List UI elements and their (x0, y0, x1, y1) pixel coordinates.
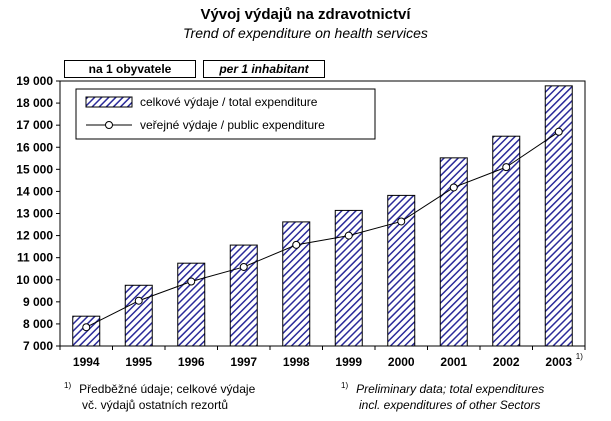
footnote-cz: 1) Předběžné údaje; celkové výdaje vč. vý… (64, 381, 324, 413)
chart-title: Vývoj výdajů na zdravotnictví (200, 6, 411, 23)
line-public-expenditure (86, 131, 560, 328)
x-tick-footnote: 1) (576, 352, 583, 361)
point-public-expenditure (239, 262, 248, 271)
legend-swatch-public-marker (105, 121, 113, 129)
y-tick-label: 15 000 (16, 162, 53, 176)
x-tick-label: 2001 (440, 355, 467, 369)
point-public-expenditure (134, 296, 143, 305)
x-tick-label: 1996 (178, 355, 205, 369)
x-tick-label: 1999 (335, 355, 362, 369)
footnote-cz-line1: Předběžné údaje; celkové výdaje (79, 382, 256, 396)
x-tick-label: 1998 (283, 355, 310, 369)
point-public-expenditure (449, 183, 458, 192)
point-public-expenditure (554, 127, 563, 136)
y-tick-label: 11 000 (17, 251, 53, 265)
y-tick-label: 16 000 (16, 140, 53, 154)
point-public-expenditure (502, 163, 511, 172)
legend-swatch-total (85, 96, 133, 108)
bar-total-expenditure (282, 221, 311, 347)
chart-subtitle: Trend of expenditure on health services (183, 25, 428, 41)
footnote-en-line2: incl. expenditures of other Sectors (359, 398, 541, 412)
unit-label-en: per 1 inhabitant (203, 60, 325, 78)
footnote-en-line1: Preliminary data; total expenditures (356, 382, 545, 396)
x-tick-label: 2000 (388, 355, 415, 369)
bar-total-expenditure (544, 85, 573, 347)
point-public-expenditure (292, 240, 301, 249)
x-tick-label: 2002 (493, 355, 520, 369)
footnote-cz-line2: vč. výdajů ostatních rezortů (82, 398, 229, 412)
y-tick-label: 7 000 (23, 339, 53, 353)
y-tick-label: 13 000 (16, 207, 53, 221)
point-public-expenditure (397, 217, 406, 226)
bar-total-expenditure (229, 244, 258, 347)
y-tick-label: 10 000 (16, 273, 53, 287)
y-tick-label: 12 000 (16, 229, 53, 243)
point-public-expenditure (82, 323, 91, 332)
bar-total-expenditure (177, 262, 206, 347)
x-tick-label: 1997 (230, 355, 257, 369)
bar-total-expenditure (124, 284, 153, 347)
x-tick-label: 1995 (125, 355, 152, 369)
legend-label-total: celkové výdaje / total expenditure (140, 95, 318, 109)
footnote-en: 1) Preliminary data; total expenditures i… (341, 381, 601, 413)
point-public-expenditure (344, 231, 353, 240)
y-tick-label: 8 000 (23, 317, 53, 331)
x-tick-label: 2003 (545, 355, 572, 369)
legend-label-public: veřejné výdaje / public expenditure (140, 118, 325, 132)
y-tick-label: 14 000 (16, 184, 53, 198)
bar-total-expenditure (492, 135, 521, 347)
footnote-marker: 1) (341, 381, 349, 390)
bar-total-expenditure (334, 209, 363, 347)
footnote-marker: 1) (64, 381, 72, 390)
y-tick-label: 18 000 (16, 96, 53, 110)
y-tick-label: 19 000 (16, 74, 53, 88)
point-public-expenditure (187, 277, 196, 286)
y-tick-label: 9 000 (23, 295, 53, 309)
y-tick-label: 17 000 (16, 118, 53, 132)
x-tick-label: 1994 (73, 355, 100, 369)
unit-label-cz: na 1 obyvatele (64, 60, 196, 78)
